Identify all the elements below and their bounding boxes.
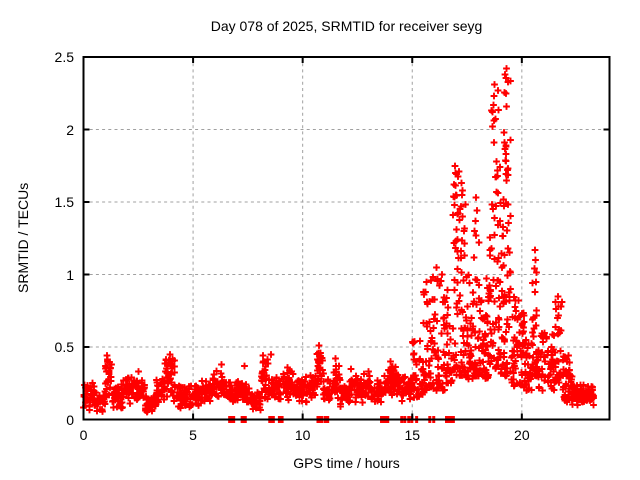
y-tick-label: 0 xyxy=(66,411,74,428)
x-tick-label: 20 xyxy=(514,427,530,443)
x-tick-label: 0 xyxy=(79,427,88,443)
y-tick-label: 1 xyxy=(66,266,74,283)
x-tick-label: 15 xyxy=(404,427,421,443)
chart-title: Day 078 of 2025, SRMTID for receiver sey… xyxy=(210,18,483,34)
y-tick-label: 2 xyxy=(66,121,74,138)
x-tick-label: 10 xyxy=(294,427,311,443)
y-tick-label: 2.5 xyxy=(54,49,74,65)
x-tick-label: 5 xyxy=(189,427,197,443)
x-axis-label: GPS time / hours xyxy=(293,455,400,471)
y-tick-label: 0.5 xyxy=(54,339,74,355)
scatter-points xyxy=(80,65,597,416)
y-tick-label: 1.5 xyxy=(54,194,74,210)
plot-border xyxy=(82,56,611,421)
gridlines xyxy=(83,57,610,420)
